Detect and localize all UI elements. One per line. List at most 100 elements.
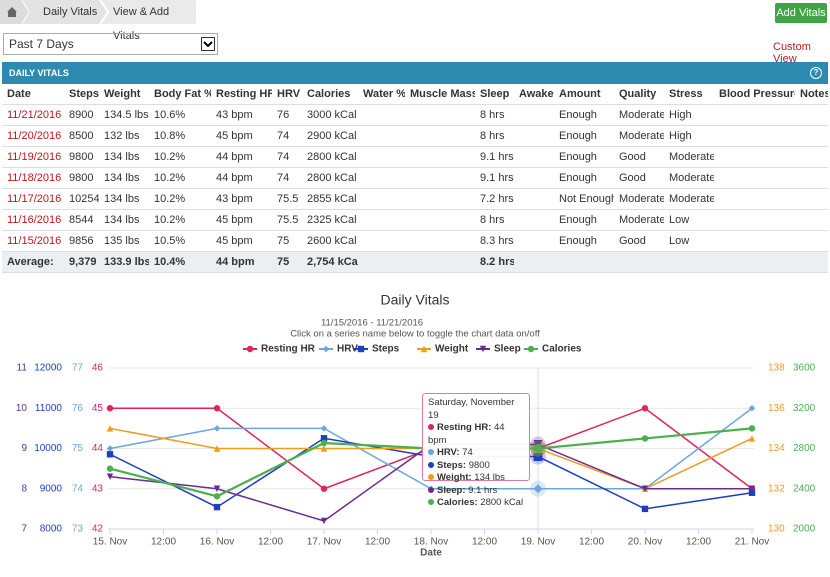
tooltip-row: Calories: 2800 kCal [428, 497, 524, 510]
y-tick-label: 136 [768, 403, 785, 414]
tooltip-row: HRV: 74 [428, 447, 524, 460]
tooltip-dot [428, 449, 434, 455]
x-tick-label: 18. Nov [414, 537, 448, 548]
add-button[interactable]: Add Vitals [775, 3, 827, 23]
table-cell: Enough [554, 209, 614, 231]
table-cell [714, 230, 795, 252]
crumb-link[interactable]: Daily Vitals [43, 6, 98, 18]
table-row: 11/17/2016 10254 134 lbs 10.2% 43 bpm 75.5 285… [2, 188, 828, 210]
table-cell: 2800 kCal [302, 167, 358, 189]
table-cell [714, 167, 795, 189]
data-point [106, 473, 114, 480]
table-cell: 8900 [64, 104, 99, 126]
table-cell [514, 125, 554, 147]
table-row: 11/16/2016 8544 134 lbs 10.2% 45 bpm 75.5 2325… [2, 209, 828, 231]
tooltip-value: 74 [462, 447, 473, 458]
legend-label[interactable]: HRV [337, 344, 358, 355]
table-cell: 134 lbs [99, 167, 149, 189]
data-point [641, 435, 649, 442]
y-tick-label: 77 [72, 363, 84, 374]
table-cell: Low [664, 209, 714, 231]
tooltip-value: 134 lbs [474, 472, 505, 483]
x-tick-label: 12:00 [258, 537, 283, 548]
table-row: 11/21/2016 8900 134.5 lbs 10.6% 43 bpm 76 3000… [2, 104, 828, 126]
table-cell: 9.1 hrs [475, 167, 514, 189]
x-tick-label: 12:00 [686, 537, 711, 548]
y-tick-label: 75 [72, 443, 84, 454]
data-point [106, 425, 114, 432]
table-cell: 10.8% [149, 125, 211, 147]
legend-label[interactable]: Sleep [494, 344, 521, 355]
select-arrow [201, 37, 215, 51]
table-cell: 132 lbs [99, 125, 149, 147]
data-point [320, 425, 328, 432]
data-point [641, 405, 649, 412]
date-cell: 11/20/2016 [2, 125, 64, 147]
table-cell: Moderate [614, 104, 664, 126]
tooltip-dot [428, 499, 434, 505]
column-header: Calories [302, 84, 358, 105]
table-cell: 10.5% [149, 230, 211, 252]
table-cell [795, 104, 828, 126]
y-tick-label: 3200 [793, 403, 816, 414]
table-cell: Good [614, 167, 664, 189]
table-cell [714, 125, 795, 147]
legend-label[interactable]: Resting HR [261, 344, 316, 355]
table-cell [358, 104, 405, 126]
y-tick-label: 2000 [793, 524, 816, 535]
x-tick-label: 20. Nov [628, 537, 662, 548]
table-cell: 8.3 hrs [475, 230, 514, 252]
average-cell [514, 251, 554, 273]
chart-note: Click on a series name below to toggle t… [290, 329, 540, 340]
tooltip-label: HRV: [437, 447, 460, 458]
table-cell: 134 lbs [99, 209, 149, 231]
table-cell: 8 hrs [475, 209, 514, 231]
y-tick-label: 134 [768, 443, 785, 454]
data-point [106, 465, 114, 472]
y-tick-label: 138 [768, 363, 785, 374]
table-cell: 7.2 hrs [475, 188, 514, 210]
y-tick-label: 74 [72, 483, 84, 494]
table-cell: 2600 kCal [302, 230, 358, 252]
column-header: Stress [664, 84, 714, 105]
y-tick-label: 3600 [793, 363, 816, 374]
table-cell [795, 230, 828, 252]
table-cell: 44 bpm [211, 146, 272, 168]
legend-label[interactable]: Weight [435, 344, 469, 355]
tooltip: Saturday, November 19 Resting HR: 44 bpm H… [422, 393, 530, 508]
legend-label[interactable]: Steps [372, 344, 400, 355]
table-cell: 10.2% [149, 146, 211, 168]
table-cell: 8 hrs [475, 104, 514, 126]
x-tick-label: 16. Nov [200, 537, 234, 548]
x-tick-label: 21. Nov [735, 537, 769, 548]
table-cell [405, 167, 475, 189]
data-point [320, 435, 328, 442]
table-cell [405, 125, 475, 147]
column-header: Awake [514, 84, 554, 105]
table-cell [405, 209, 475, 231]
help-icon[interactable]: ? [810, 67, 822, 79]
chart: Daily Vitals 11/15/2016 - 11/21/2016 Cli… [16, 292, 816, 559]
data-point [213, 485, 221, 492]
table-cell [405, 230, 475, 252]
table-cell: 9800 [64, 167, 99, 189]
legend-label[interactable]: Calories [542, 344, 582, 355]
data-point [748, 425, 756, 432]
data-point [748, 435, 756, 442]
period-select[interactable]: Past 7 Days [3, 33, 218, 55]
table-cell: 10.6% [149, 104, 211, 126]
table-cell: Moderate [664, 146, 714, 168]
table-cell: Enough [554, 125, 614, 147]
data-point [213, 493, 221, 500]
table-cell: 74 [272, 146, 302, 168]
column-header: Water % [358, 84, 405, 105]
x-tick-label: 12:00 [579, 537, 604, 548]
table-cell: 75.5 [272, 209, 302, 231]
table-cell: 45 bpm [211, 209, 272, 231]
separator [99, 0, 110, 24]
tooltip-label: Sleep: [437, 484, 466, 496]
table-cell: 10.2% [149, 167, 211, 189]
table-cell: 134.5 lbs [99, 104, 149, 126]
table-cell [405, 104, 475, 126]
tooltip-dot [428, 461, 434, 468]
